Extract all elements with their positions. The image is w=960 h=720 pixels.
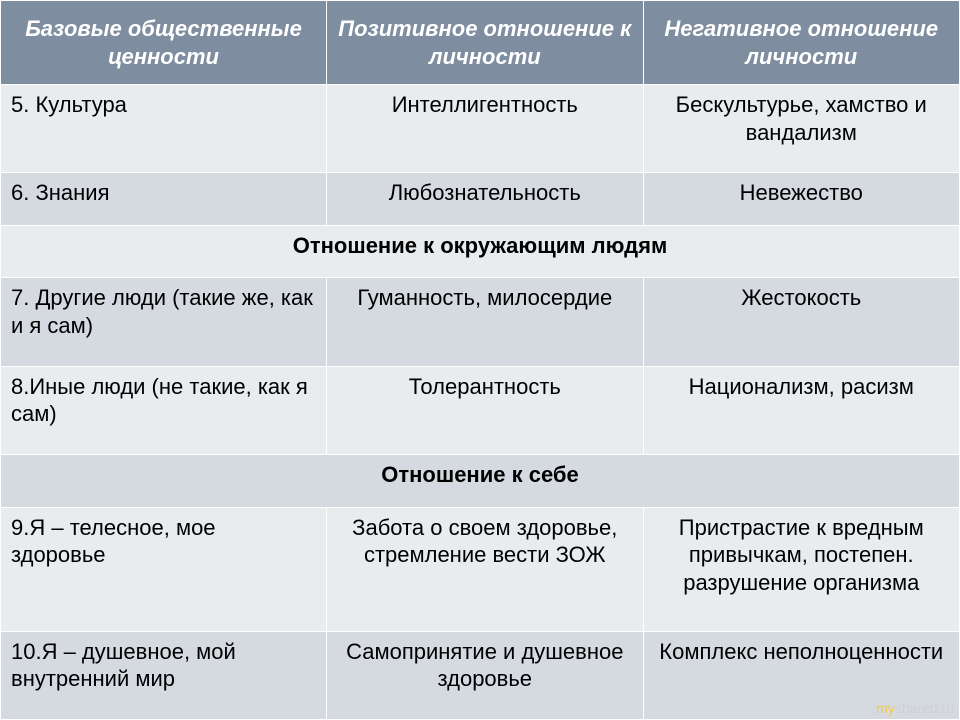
cell-c2: Национализм, расизм bbox=[643, 366, 959, 454]
cell-c1: Любознательность bbox=[327, 173, 643, 226]
section-row: Отношение к окружающим людям bbox=[1, 225, 960, 278]
cell-c0: 8.Иные люди (не такие, как я сам) bbox=[1, 366, 327, 454]
cell-c0: 5. Культура bbox=[1, 85, 327, 173]
cell-c0: 6. Знания bbox=[1, 173, 327, 226]
section-label: Отношение к окружающим людям bbox=[1, 225, 960, 278]
cell-c1: Интеллигентность bbox=[327, 85, 643, 173]
table-row: 5. КультураИнтеллигентностьБескультурье,… bbox=[1, 85, 960, 173]
table-row: 10.Я – душевное, мой внутренний мирСамоп… bbox=[1, 631, 960, 719]
cell-c0: 9.Я – телесное, мое здоровье bbox=[1, 507, 327, 631]
values-table: Базовые общественные ценности Позитивное… bbox=[0, 0, 960, 720]
table-row: 7. Другие люди (такие же, как и я сам)Гу… bbox=[1, 278, 960, 366]
cell-c1: Самопринятие и душевное здоровье bbox=[327, 631, 643, 719]
cell-c1: Толерантность bbox=[327, 366, 643, 454]
cell-c2: Невежество bbox=[643, 173, 959, 226]
col-header-0: Базовые общественные ценности bbox=[1, 1, 327, 85]
col-header-2: Негативное отношение личности bbox=[643, 1, 959, 85]
cell-c2: Комплекс неполноценности bbox=[643, 631, 959, 719]
table-row: 9.Я – телесное, мое здоровьеЗабота о сво… bbox=[1, 507, 960, 631]
table-row: 8.Иные люди (не такие, как я сам)Толеран… bbox=[1, 366, 960, 454]
section-row: Отношение к себе bbox=[1, 455, 960, 508]
cell-c1: Гуманность, милосердие bbox=[327, 278, 643, 366]
table-header: Базовые общественные ценности Позитивное… bbox=[1, 1, 960, 85]
table-body: 5. КультураИнтеллигентностьБескультурье,… bbox=[1, 85, 960, 720]
cell-c0: 7. Другие люди (такие же, как и я сам) bbox=[1, 278, 327, 366]
col-header-1: Позитивное отношение к личности bbox=[327, 1, 643, 85]
cell-c2: Пристрастие к вред­ным привычкам, постеп… bbox=[643, 507, 959, 631]
table-row: 6. ЗнанияЛюбознательностьНевежество bbox=[1, 173, 960, 226]
cell-c2: Жестокость bbox=[643, 278, 959, 366]
cell-c1: Забота о своем здоровье, стремление вест… bbox=[327, 507, 643, 631]
page-root: Базовые общественные ценности Позитивное… bbox=[0, 0, 960, 720]
cell-c2: Бескультурье, хамство и вандализм bbox=[643, 85, 959, 173]
section-label: Отношение к себе bbox=[1, 455, 960, 508]
cell-c0: 10.Я – душевное, мой внутренний мир bbox=[1, 631, 327, 719]
